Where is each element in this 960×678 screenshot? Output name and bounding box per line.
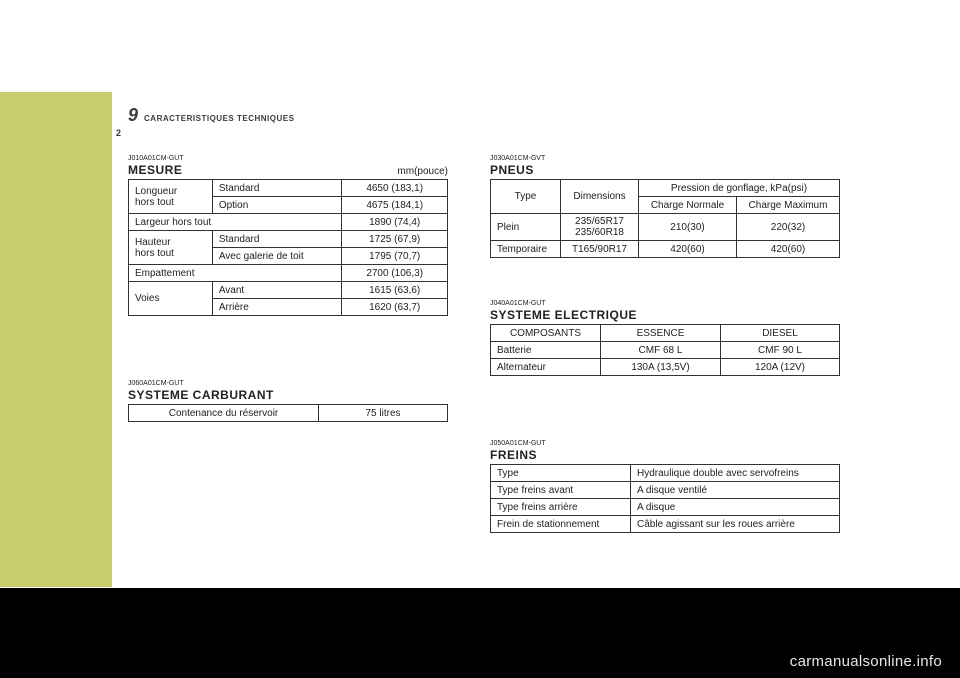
mesure-table: Longueur hors tout Standard 4650 (183,1)…: [128, 179, 448, 316]
cell: 1620 (63,7): [342, 299, 448, 316]
cell: 2700 (106,3): [342, 265, 448, 282]
cell: COMPOSANTS: [491, 325, 601, 342]
table-row: Largeur hors tout 1890 (74,4): [129, 214, 448, 231]
cell: A disque: [631, 499, 840, 516]
section-mesure: J010A01CM-GUT MESURE mm(pouce) Longueur …: [128, 155, 448, 316]
table-row: Plein 235/65R17 235/60R18 210(30) 220(32…: [491, 214, 840, 241]
cell: 1890 (74,4): [342, 214, 448, 231]
cell: Longueur hors tout: [129, 180, 213, 214]
section-electrique: J040A01CM-GUT SYSTEME ELECTRIQUE COMPOSA…: [490, 300, 840, 376]
section-title: SYSTEME CARBURANT: [128, 388, 448, 402]
table-row: Contenance du réservoir 75 litres: [129, 405, 448, 422]
table-row: Type freins avant A disque ventilé: [491, 482, 840, 499]
cell: Option: [212, 197, 342, 214]
table-row: Longueur hors tout Standard 4650 (183,1): [129, 180, 448, 197]
cell: CMF 90 L: [721, 342, 840, 359]
cell: Frein de stationnement: [491, 516, 631, 533]
cell: Empattement: [129, 265, 342, 282]
cell: T165/90R17: [561, 241, 639, 258]
cell: 75 litres: [319, 405, 448, 422]
cell: 1725 (67,9): [342, 231, 448, 248]
cell: Hydraulique double avec servofreins: [631, 465, 840, 482]
cell: Temporaire: [491, 241, 561, 258]
table-row: Voies Avant 1615 (63,6): [129, 282, 448, 299]
section-code: J030A01CM-GVT: [490, 155, 840, 162]
section-code: J060A01CM-GUT: [128, 380, 448, 387]
cell: 1795 (70,7): [342, 248, 448, 265]
cell: 130A (13,5V): [601, 359, 721, 376]
section-title: SYSTEME ELECTRIQUE: [490, 308, 840, 322]
cell: Batterie: [491, 342, 601, 359]
electrique-table: COMPOSANTS ESSENCE DIESEL Batterie CMF 6…: [490, 324, 840, 376]
section-title: MESURE: [128, 163, 182, 177]
cell: Standard: [212, 180, 342, 197]
chapter-header: 9 CARACTERISTIQUES TECHNIQUES: [128, 105, 294, 126]
cell: Standard: [212, 231, 342, 248]
table-row: Batterie CMF 68 L CMF 90 L: [491, 342, 840, 359]
section-code: J010A01CM-GUT: [128, 155, 448, 162]
table-row: Empattement 2700 (106,3): [129, 265, 448, 282]
cell: 220(32): [737, 214, 840, 241]
cell: Contenance du réservoir: [129, 405, 319, 422]
carburant-table: Contenance du réservoir 75 litres: [128, 404, 448, 422]
cell: 120A (12V): [721, 359, 840, 376]
footer-url: carmanualsonline.info: [790, 653, 942, 670]
freins-table: Type Hydraulique double avec servofreins…: [490, 464, 840, 533]
page-number: 2: [116, 128, 121, 138]
cell: Voies: [129, 282, 213, 316]
table-row: Type Hydraulique double avec servofreins: [491, 465, 840, 482]
section-title: FREINS: [490, 448, 840, 462]
table-row: Type Dimensions Pression de gonflage, kP…: [491, 180, 840, 197]
section-freins: J050A01CM-GUT FREINS Type Hydraulique do…: [490, 440, 840, 533]
cell: Charge Maximum: [737, 197, 840, 214]
chapter-title: CARACTERISTIQUES TECHNIQUES: [144, 114, 294, 123]
cell: Type: [491, 465, 631, 482]
cell: 235/65R17 235/60R18: [561, 214, 639, 241]
cell: Câble agissant sur les roues arrière: [631, 516, 840, 533]
page-content: 9 CARACTERISTIQUES TECHNIQUES 2 J010A01C…: [0, 0, 960, 678]
cell: Avant: [212, 282, 342, 299]
pneus-table: Type Dimensions Pression de gonflage, kP…: [490, 179, 840, 258]
cell: 4675 (184,1): [342, 197, 448, 214]
section-pneus: J030A01CM-GVT PNEUS Type Dimensions Pres…: [490, 155, 840, 258]
bottom-strip: carmanualsonline.info: [0, 588, 960, 678]
cell: Largeur hors tout: [129, 214, 342, 231]
cell: 420(60): [639, 241, 737, 258]
cell: Type freins arrière: [491, 499, 631, 516]
table-row: COMPOSANTS ESSENCE DIESEL: [491, 325, 840, 342]
cell: Hauteur hors tout: [129, 231, 213, 265]
cell: Avec galerie de toit: [212, 248, 342, 265]
cell: Type freins avant: [491, 482, 631, 499]
table-row: Frein de stationnement Câble agissant su…: [491, 516, 840, 533]
cell: Charge Normale: [639, 197, 737, 214]
cell: Type: [491, 180, 561, 214]
cell: A disque ventilé: [631, 482, 840, 499]
cell: 1615 (63,6): [342, 282, 448, 299]
section-title: PNEUS: [490, 163, 840, 177]
cell: Plein: [491, 214, 561, 241]
cell: ESSENCE: [601, 325, 721, 342]
table-row: Type freins arrière A disque: [491, 499, 840, 516]
cell: DIESEL: [721, 325, 840, 342]
cell: 210(30): [639, 214, 737, 241]
table-row: Alternateur 130A (13,5V) 120A (12V): [491, 359, 840, 376]
cell: Dimensions: [561, 180, 639, 214]
cell: 4650 (183,1): [342, 180, 448, 197]
cell: 420(60): [737, 241, 840, 258]
section-code: J040A01CM-GUT: [490, 300, 840, 307]
section-code: J050A01CM-GUT: [490, 440, 840, 447]
cell: Alternateur: [491, 359, 601, 376]
table-row: Hauteur hors tout Standard 1725 (67,9): [129, 231, 448, 248]
cell: Pression de gonflage, kPa(psi): [639, 180, 840, 197]
chapter-number: 9: [128, 105, 138, 126]
unit-label: mm(pouce): [397, 166, 448, 177]
cell: CMF 68 L: [601, 342, 721, 359]
section-carburant: J060A01CM-GUT SYSTEME CARBURANT Contenan…: [128, 380, 448, 422]
table-row: Temporaire T165/90R17 420(60) 420(60): [491, 241, 840, 258]
cell: Arrière: [212, 299, 342, 316]
